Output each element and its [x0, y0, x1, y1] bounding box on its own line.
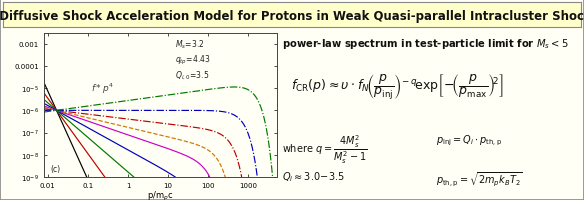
- Text: $Q_{i,0}\!=\!3.5$: $Q_{i,0}\!=\!3.5$: [175, 70, 209, 82]
- Text: $M_s\!=\!3.2$: $M_s\!=\!3.2$: [175, 38, 204, 50]
- Text: where $q = \dfrac{4M_s^2}{M_s^2-1}$: where $q = \dfrac{4M_s^2}{M_s^2-1}$: [282, 133, 367, 165]
- Text: $p_{\rm th,p} = \sqrt{2m_p k_B T_2}$: $p_{\rm th,p} = \sqrt{2m_p k_B T_2}$: [436, 170, 523, 188]
- Text: $f_{\rm CR}(p) \approx \upsilon \cdot f_N\!\left(\dfrac{p}{p_{\rm inj}}\right)^{: $f_{\rm CR}(p) \approx \upsilon \cdot f_…: [291, 72, 504, 101]
- Text: power-law spectrum in test-particle limit for $\mathit{M}_s < 5$: power-law spectrum in test-particle limi…: [282, 37, 569, 51]
- Text: $q_{tp}\!=\!4.43$: $q_{tp}\!=\!4.43$: [175, 54, 210, 67]
- X-axis label: p/m$_p$c: p/m$_p$c: [147, 189, 174, 200]
- Text: (c): (c): [51, 164, 61, 173]
- Text: $f*p^4$: $f*p^4$: [91, 81, 113, 95]
- Text: A Diffusive Shock Acceleration Model for Protons in Weak Quasi-parallel Intraclu: A Diffusive Shock Acceleration Model for…: [0, 10, 584, 22]
- Text: $p_{\rm inj} = Q_i \cdot p_{\rm th,p}$: $p_{\rm inj} = Q_i \cdot p_{\rm th,p}$: [436, 133, 502, 147]
- Text: $Q_i \approx 3.0\!-\!3.5$: $Q_i \approx 3.0\!-\!3.5$: [282, 170, 345, 183]
